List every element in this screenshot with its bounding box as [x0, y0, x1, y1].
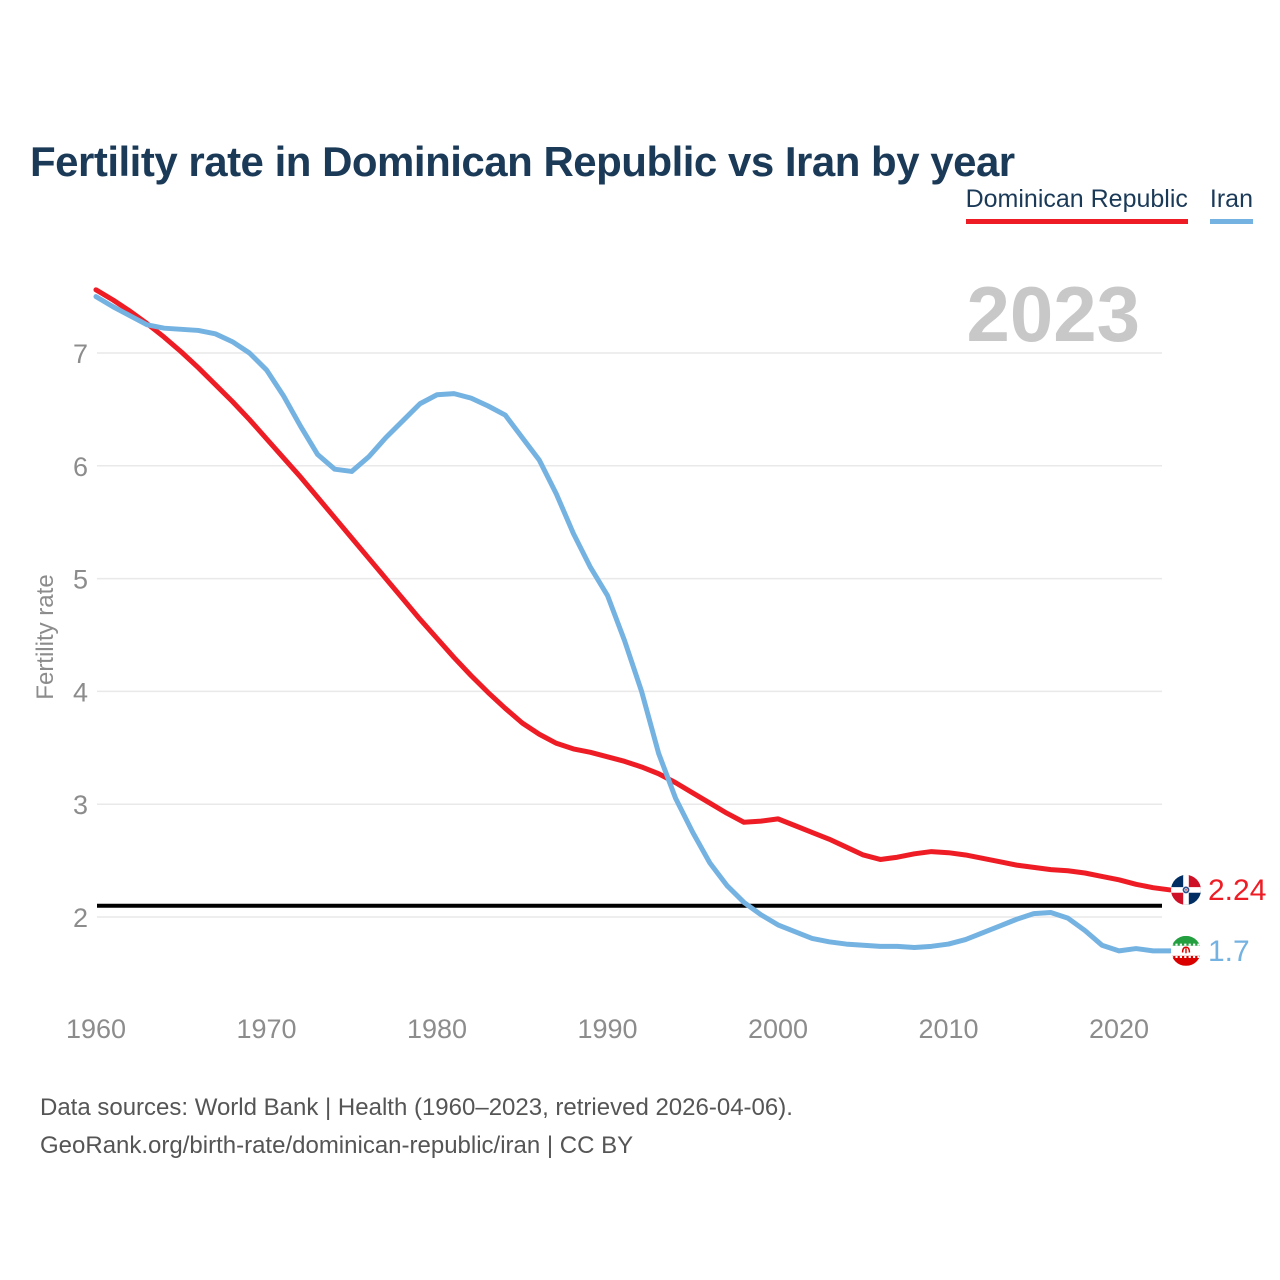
legend: Dominican Republic Iran — [965, 185, 1253, 224]
iran-line — [93, 294, 1173, 954]
iran-end-value-label: 1.7 — [1208, 935, 1250, 968]
iran-flag-icon — [1171, 935, 1201, 966]
page-title: Fertility rate in Dominican Republic vs … — [30, 138, 1015, 186]
legend-item-iran[interactable]: Iran — [1209, 185, 1253, 224]
dominican-republic-end-value-label: 2.24 — [1208, 874, 1266, 907]
fertility-chart: 2 3 4 5 6 7 1960 1970 1980 1990 2000 2010 2020 2.24 1.… — [66, 287, 1266, 1044]
y-tick-label-5: 5 — [73, 565, 88, 595]
x-tick-label-2010: 2010 — [918, 1014, 978, 1044]
y-tick-label-2: 2 — [73, 903, 88, 933]
y-tick-label-7: 7 — [73, 339, 88, 369]
year-watermark: 2023 — [966, 270, 1140, 358]
y-tick-label-4: 4 — [73, 677, 88, 707]
x-tick-label-1960: 1960 — [66, 1014, 126, 1044]
x-tick-label-2000: 2000 — [748, 1014, 808, 1044]
attribution-line: GeoRank.org/birth-rate/dominican-republi… — [40, 1132, 634, 1159]
x-tick-label-1980: 1980 — [407, 1014, 467, 1044]
footer: Data sources: World Bank | Health (1960–… — [40, 1089, 793, 1165]
x-tick-label-1990: 1990 — [577, 1014, 637, 1044]
x-tick-label-1970: 1970 — [236, 1014, 296, 1044]
data-source-line: Data sources: World Bank | Health (1960–… — [40, 1094, 793, 1121]
legend-item-dominican-republic[interactable]: Dominican Republic — [965, 185, 1188, 224]
x-tick-label-2020: 2020 — [1089, 1014, 1149, 1044]
dominican-republic-flag-icon — [1171, 874, 1201, 905]
y-tick-label-6: 6 — [73, 452, 88, 482]
dominican-republic-line — [93, 287, 1173, 893]
y-tick-label-3: 3 — [73, 790, 88, 820]
